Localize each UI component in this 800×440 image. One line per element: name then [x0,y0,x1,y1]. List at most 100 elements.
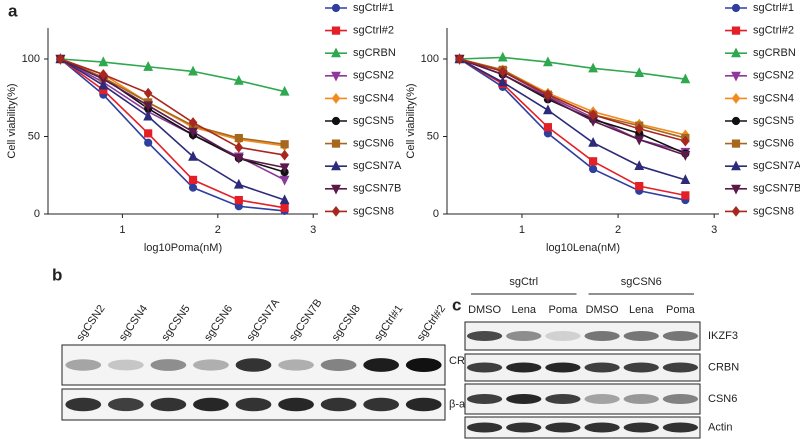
lane-label: Poma [549,304,579,316]
x-tick-label: 3 [711,224,717,236]
legend-marker [331,71,341,82]
band [623,422,659,433]
marker [681,191,690,200]
lane-label: sgCSN7A [245,296,283,343]
legend-marker [731,71,741,82]
series-line [59,58,285,212]
legend-marker [731,47,741,58]
marker [279,85,290,96]
x-axis-label: log10Lena(nM) [546,242,620,254]
marker [588,157,598,166]
legend-marker [331,3,341,13]
legend-marker [731,160,741,171]
marker [634,123,644,135]
row-label: CSN6 [708,393,737,405]
marker [233,178,244,189]
band [278,397,314,412]
band [193,359,229,371]
band [623,331,659,341]
marker [280,203,289,212]
series-line [60,58,285,147]
lane-label: sgCSN8 [330,303,363,343]
band [320,359,357,371]
blot-box [464,416,701,439]
marker [543,89,553,101]
band [363,397,400,412]
lane-label: sgCSN4 [117,303,150,343]
legend-marker [731,205,741,217]
band [506,422,542,433]
series-line [459,58,686,156]
marker [234,133,243,143]
legend-label: sgCtrl#2 [353,25,394,37]
legend-label: sgCSN8 [753,205,794,217]
marker [188,127,198,138]
series-line [60,58,285,93]
marker [635,182,644,191]
marker [143,61,154,71]
blot-box [464,383,701,415]
y-axis-label: Cell viability(%) [6,83,18,158]
lane-label: sgCSN6 [202,303,235,343]
marker [144,138,153,147]
band [193,397,229,412]
panel-label: b [52,265,62,284]
marker [588,164,598,174]
band [545,394,581,404]
lane-label: Poma [666,304,696,316]
row-label: IKZF3 [708,330,738,342]
group-label: sgCSN6 [621,276,662,288]
row-label: CRBN [708,361,739,373]
y-axis-label: Cell viability(%) [405,83,417,158]
row-label: Actin [708,421,732,433]
marker [99,69,108,80]
legend-label: sgCSN8 [353,205,394,217]
band [466,422,503,433]
band [506,394,542,404]
marker [497,51,508,62]
marker [188,183,198,192]
band [65,397,102,412]
band [150,359,187,371]
marker [98,56,109,67]
legend-label: sgCSN5 [353,115,394,127]
lane-label: Lena [512,304,537,316]
band [662,362,699,373]
legend-marker [731,139,741,148]
marker [279,163,290,174]
series-line [459,58,686,197]
lane-label: DMSO [586,304,619,316]
band [662,394,699,404]
band [235,397,272,412]
marker [188,117,198,128]
band [662,331,699,341]
y-tick-label: 100 [22,53,40,65]
y-tick-label: 0 [433,208,439,220]
blot-box [464,321,701,351]
band [107,397,144,412]
legend-label: sgCSN4 [753,92,794,104]
marker [279,194,290,205]
lane-label: sgCSN7B [287,297,325,343]
lane-label: sgCtrl#1 [372,303,405,343]
marker [588,62,599,73]
series-line [59,58,285,201]
marker [588,109,598,121]
marker [234,141,244,153]
group-label: sgCtrl [509,276,538,288]
legend-marker [331,160,341,171]
lane-label: sgCtrl#2 [415,303,448,343]
band [405,397,442,412]
legend-label: sgCSN6 [353,138,394,150]
legend-marker [331,184,341,195]
marker [634,135,645,146]
lane-label: DMSO [468,304,501,316]
legend-marker [331,26,341,35]
legend-marker [731,116,741,126]
series-line [60,58,285,146]
legend-label: sgCRBN [353,47,396,59]
legend-marker [331,47,341,58]
y-tick-label: 50 [28,130,40,142]
marker [588,136,599,147]
band [466,362,503,373]
